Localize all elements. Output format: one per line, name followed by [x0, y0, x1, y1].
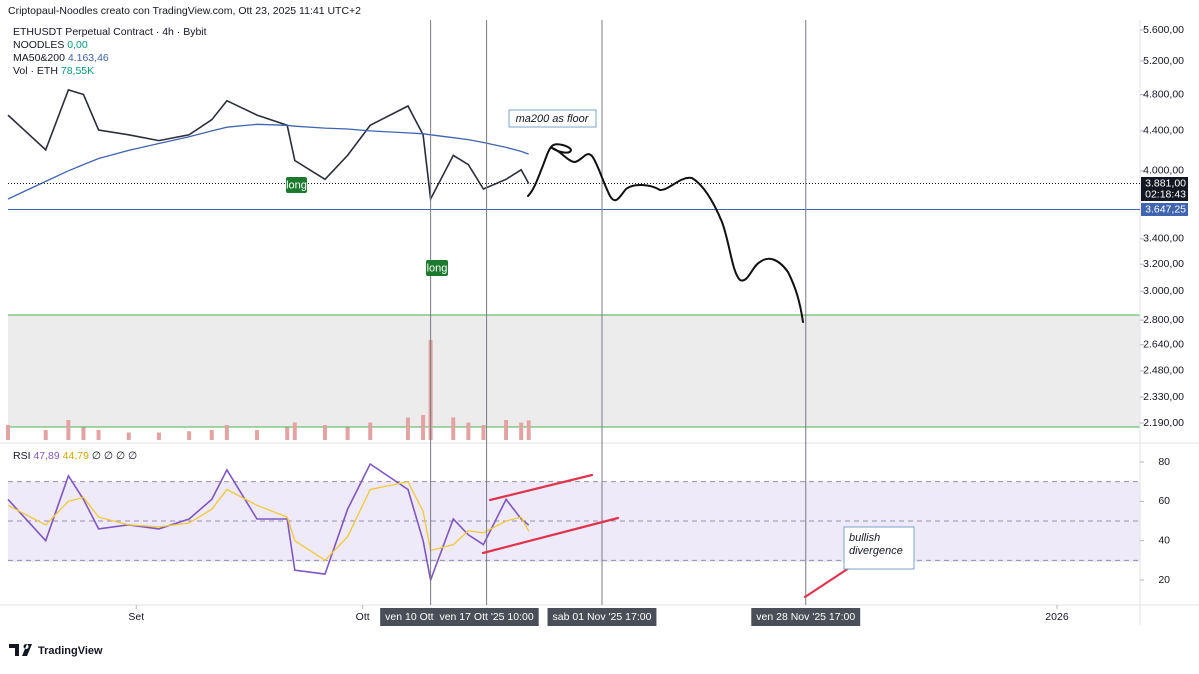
volume-bar — [345, 427, 350, 440]
y-tick-label: 2.330,00 — [1143, 391, 1184, 403]
volume-bar — [466, 422, 471, 440]
y-tick-label: 4.000,00 — [1143, 165, 1184, 177]
value: 4.163,46 — [68, 52, 109, 64]
price-line — [7, 88, 530, 202]
marker-label-box — [380, 608, 439, 626]
y-tick-label: 5.200,00 — [1143, 55, 1184, 67]
y-tick-label: 2.800,00 — [1143, 314, 1184, 326]
y-tick-label: 2.190,00 — [1143, 417, 1184, 429]
attribution: Criptopaul-Noodles creato con TradingVie… — [8, 5, 361, 17]
label: NOODLES — [13, 39, 64, 51]
y-tick-label: 3.200,00 — [1143, 258, 1184, 270]
volume-bar — [156, 432, 161, 440]
value: 47,89 — [33, 450, 59, 462]
annotation: bullish divergence — [849, 532, 903, 557]
countdown: 02:18:43 — [1145, 188, 1186, 200]
volume-bar — [405, 417, 410, 440]
trend-line — [481, 516, 620, 555]
indicator-row: NOODLES 0,00 — [13, 39, 88, 51]
rsi-header: RSI 47,89 44,79 ∅ ∅ ∅ ∅ — [13, 450, 137, 462]
volume-bar — [451, 417, 456, 440]
rsi-line — [7, 480, 530, 562]
x-tick-label: Ott — [356, 611, 370, 623]
y-tick-label: 4.800,00 — [1143, 88, 1184, 100]
logo-icon — [9, 644, 32, 656]
volume-bar — [224, 425, 229, 440]
marker-label: sab 01 Nov '25 17:00 — [553, 611, 652, 623]
y-tick-label: 60 — [1158, 495, 1170, 507]
indicator-row: MA50&200 4.163,46 — [13, 52, 109, 64]
value: 44,79 — [63, 450, 89, 462]
volume-bar — [6, 425, 10, 440]
volume-bar — [322, 425, 327, 440]
price-level-box — [1141, 202, 1188, 216]
long-label: long — [427, 262, 448, 274]
volume-bar — [421, 415, 426, 440]
y-tick-label: 3.000,00 — [1143, 285, 1184, 297]
volume-bar — [481, 425, 486, 440]
plot: 5.600,00 5.200,00 4.800,00 4.400,00 4.000,00… — [6, 20, 1188, 626]
price-level-label: 3.881,00 — [1145, 177, 1186, 189]
marker-label-box — [751, 608, 861, 626]
y-tick-label: 3.400,00 — [1143, 233, 1184, 245]
y-tick-label: 80 — [1158, 456, 1170, 468]
volume-bar — [526, 420, 531, 440]
marker-label-box — [434, 608, 539, 626]
volume-bar — [66, 420, 71, 440]
projection-drawing — [527, 143, 804, 323]
annotation: ma200 as floor — [516, 113, 590, 125]
volume-bar — [43, 430, 48, 440]
x-tick-label: Set — [128, 611, 144, 623]
volume-bar — [368, 422, 373, 440]
indicator-row: Vol · ETH 78,55K — [13, 65, 94, 77]
volume-bar — [255, 430, 260, 440]
long-label-box — [286, 177, 307, 193]
label: RSI — [13, 450, 31, 462]
value: ∅ ∅ ∅ ∅ — [92, 450, 137, 462]
marker-label-box — [547, 608, 657, 626]
marker-label: ven 28 Nov '25 17:00 — [756, 611, 855, 623]
volume-bar — [96, 430, 101, 440]
annotation-box — [843, 526, 915, 570]
trend-line — [488, 473, 594, 502]
long-label-box — [426, 260, 448, 276]
y-tick-label: 2.480,00 — [1143, 365, 1184, 377]
value: 0,00 — [67, 39, 88, 51]
volume-bar — [292, 422, 297, 440]
volume-bar — [209, 430, 214, 440]
logo: TradingView — [9, 644, 103, 657]
rsi-line — [7, 462, 530, 583]
y-tick-label: 2.640,00 — [1143, 339, 1184, 351]
value: 78,55K — [61, 65, 94, 77]
trend-line — [803, 566, 851, 599]
y-tick-label: 5.600,00 — [1143, 24, 1184, 36]
volume-bar — [187, 431, 192, 440]
price-level-label: 3.647,25 — [1145, 203, 1186, 215]
symbol: ETHUSDT Perpetual Contract · 4h · Bybit — [13, 26, 207, 38]
label: MA50&200 — [13, 52, 65, 64]
volume-bar — [81, 427, 86, 440]
label: Vol · ETH — [13, 65, 58, 77]
volume-bar — [504, 420, 509, 440]
volume-zone — [8, 315, 1140, 427]
marker-label: ven 10 Ott — [385, 611, 434, 623]
price-level-box — [1141, 176, 1188, 201]
y-tick-label: 4.400,00 — [1143, 125, 1184, 137]
rsi-band — [8, 482, 1140, 562]
volume-bar — [285, 427, 290, 440]
volume-bar — [126, 432, 131, 440]
marker-label: ven 17 Ott '25 10:00 — [439, 611, 533, 623]
y-tick-label: 20 — [1158, 574, 1170, 586]
brand: TradingView — [38, 645, 103, 657]
annotation-box — [508, 109, 597, 128]
long-label: long — [286, 179, 307, 191]
y-tick-label: 40 — [1158, 534, 1170, 546]
volume-bar — [519, 422, 524, 440]
ma-line — [7, 123, 529, 200]
x-tick-label: 2026 — [1045, 611, 1069, 623]
